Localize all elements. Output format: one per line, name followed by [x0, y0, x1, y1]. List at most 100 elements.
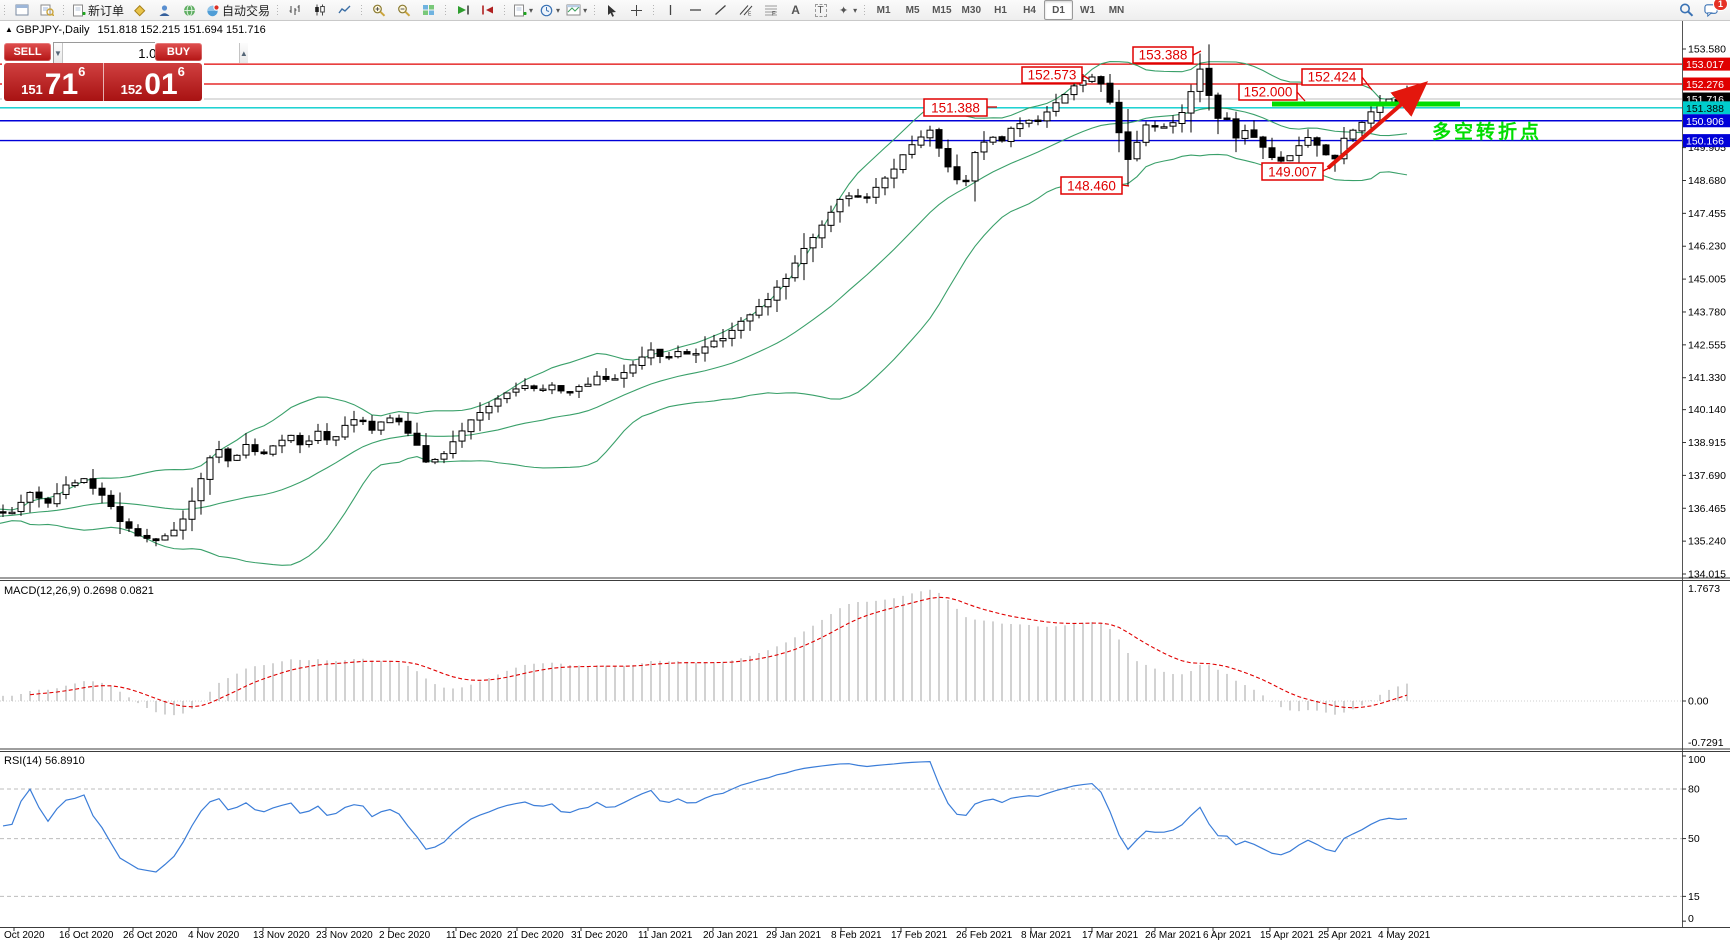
timeframe-W1[interactable]: W1	[1080, 4, 1095, 16]
candle	[800, 247, 808, 265]
metaeditor-button[interactable]	[127, 0, 152, 20]
svg-text:152.276: 152.276	[1686, 79, 1724, 91]
price-callout-151.388[interactable]: 151.388	[923, 98, 997, 117]
line-chart-button[interactable]	[332, 0, 357, 20]
fibonacci-button[interactable]: F	[758, 0, 783, 20]
timeframe-M15[interactable]: M15	[932, 4, 952, 16]
text-label-button[interactable]: T	[808, 0, 833, 20]
crosshair-button[interactable]	[624, 0, 649, 20]
candle	[584, 383, 592, 387]
svg-text:152.424: 152.424	[1308, 70, 1357, 85]
cn-annotation[interactable]: 多空转折点	[1432, 120, 1542, 143]
trendline-button[interactable]	[708, 0, 733, 20]
candle	[413, 432, 421, 446]
toolbar-grip[interactable]	[2, 3, 7, 17]
dropdown-caret-icon[interactable]: ▾	[556, 5, 561, 15]
candle	[287, 434, 295, 442]
cursor-button[interactable]	[599, 0, 624, 20]
dropdown-caret-icon[interactable]: ▾	[529, 5, 534, 15]
candle	[791, 262, 799, 279]
candle	[890, 168, 898, 179]
candle	[818, 224, 826, 239]
text-button[interactable]: A	[783, 0, 808, 20]
price-callout-148.460[interactable]: 148.460	[1060, 176, 1130, 195]
svg-text:15: 15	[1688, 891, 1700, 903]
candle	[629, 364, 637, 374]
zoom-in-button[interactable]	[366, 0, 391, 20]
candle	[134, 528, 142, 537]
symbol-label: GBPJPY-,Daily	[15, 24, 90, 36]
chat-button[interactable]: 1	[1699, 0, 1728, 20]
horizontal-lines-layer[interactable]	[0, 63, 1682, 142]
toolbar-grip[interactable]	[359, 3, 365, 17]
signals-button[interactable]	[177, 0, 202, 20]
svg-text:15 Apr 2021: 15 Apr 2021	[1260, 930, 1314, 941]
tile-windows-button[interactable]	[416, 0, 441, 20]
timeframe-H4[interactable]: H4	[1023, 4, 1036, 16]
svg-text:Oct 2020: Oct 2020	[4, 930, 45, 941]
templates-button[interactable]: ▾	[563, 0, 590, 20]
channel-button[interactable]: E	[733, 0, 758, 20]
toolbar-grip[interactable]	[502, 3, 508, 17]
dropdown-caret-icon[interactable]: ▾	[583, 5, 588, 15]
svg-text:153.388: 153.388	[1139, 48, 1188, 63]
svg-text:17 Feb 2021: 17 Feb 2021	[891, 930, 948, 941]
buy-button[interactable]: BUY	[155, 43, 202, 61]
trend-arrow[interactable]	[1326, 81, 1429, 170]
price-callout-152.424[interactable]: 152.424	[1301, 68, 1373, 91]
bar-chart-button[interactable]	[282, 0, 307, 20]
new-order-button[interactable]: 新订单	[68, 0, 127, 20]
volume-decrease-icon[interactable]: ▼	[54, 43, 63, 63]
toolbar-grip[interactable]	[443, 3, 449, 17]
toolbar-grip[interactable]	[61, 3, 66, 17]
candlestick-button[interactable]	[307, 0, 332, 20]
zoom-out-button[interactable]	[391, 0, 416, 20]
horizontal-line-button[interactable]	[683, 0, 708, 20]
dropdown-caret-icon[interactable]: ▾	[853, 5, 858, 15]
timeframe-H1[interactable]: H1	[994, 4, 1007, 16]
periods-button[interactable]: ▾	[536, 0, 563, 20]
timeframe-MN[interactable]: MN	[1108, 4, 1125, 16]
sell-price-big: 71	[44, 68, 79, 102]
new-order-button-label: 新订单	[88, 3, 125, 18]
timeframe-M30[interactable]: M30	[961, 4, 981, 16]
profiles-button[interactable]	[34, 0, 59, 20]
price-axis[interactable]: 153.580149.905148.680147.455146.230145.0…	[1682, 20, 1730, 927]
terminal-button[interactable]	[152, 0, 177, 20]
volume-increase-icon[interactable]: ▲	[238, 43, 248, 63]
sell-price[interactable]: 151 71 6	[4, 63, 104, 101]
panel-collapse-icon[interactable]: ▲	[5, 25, 13, 34]
candle	[170, 529, 178, 537]
buy-price[interactable]: 152 01 6	[104, 63, 203, 101]
timeframe-D1[interactable]: D1	[1044, 0, 1073, 20]
volume-input[interactable]	[62, 43, 239, 63]
search-button[interactable]	[1674, 0, 1699, 20]
price-callout-153.388[interactable]: 153.388	[1132, 46, 1202, 64]
indicators-button[interactable]: ▾	[509, 0, 536, 20]
autotrading-button[interactable]: 自动交易	[202, 0, 273, 20]
date-axis[interactable]: Oct 2020 16 Oct 2020 26 Oct 2020 4 Nov 2020…	[4, 927, 1431, 941]
toolbar-grip[interactable]	[651, 3, 657, 17]
candle	[692, 353, 700, 356]
price-callout-152.573[interactable]: 152.573	[1021, 66, 1090, 84]
new-order-icon	[71, 3, 86, 18]
buy-price-big: 01	[144, 68, 178, 102]
new-chart-button[interactable]	[9, 0, 34, 20]
candle	[710, 340, 718, 348]
svg-text:26 Mar 2021: 26 Mar 2021	[1145, 930, 1202, 941]
chart-shift-button[interactable]	[475, 0, 500, 20]
auto-scroll-button[interactable]	[450, 0, 475, 20]
toolbar-grip[interactable]	[592, 3, 598, 17]
price-callout-152.000[interactable]: 152.000	[1238, 83, 1306, 102]
candle	[89, 478, 97, 489]
timeframe-M1[interactable]: M1	[876, 4, 891, 16]
timeframe-M5[interactable]: M5	[905, 4, 920, 16]
toolbar-grip[interactable]	[862, 3, 868, 17]
price-callout-149.007[interactable]: 149.007	[1261, 162, 1332, 181]
arrows-button[interactable]: ✦ ▾	[833, 0, 860, 20]
svg-text:23 Nov 2020: 23 Nov 2020	[316, 930, 373, 941]
sell-button[interactable]: SELL	[4, 43, 51, 61]
vertical-line-button[interactable]	[658, 0, 683, 20]
toolbar-grip[interactable]	[275, 3, 281, 17]
